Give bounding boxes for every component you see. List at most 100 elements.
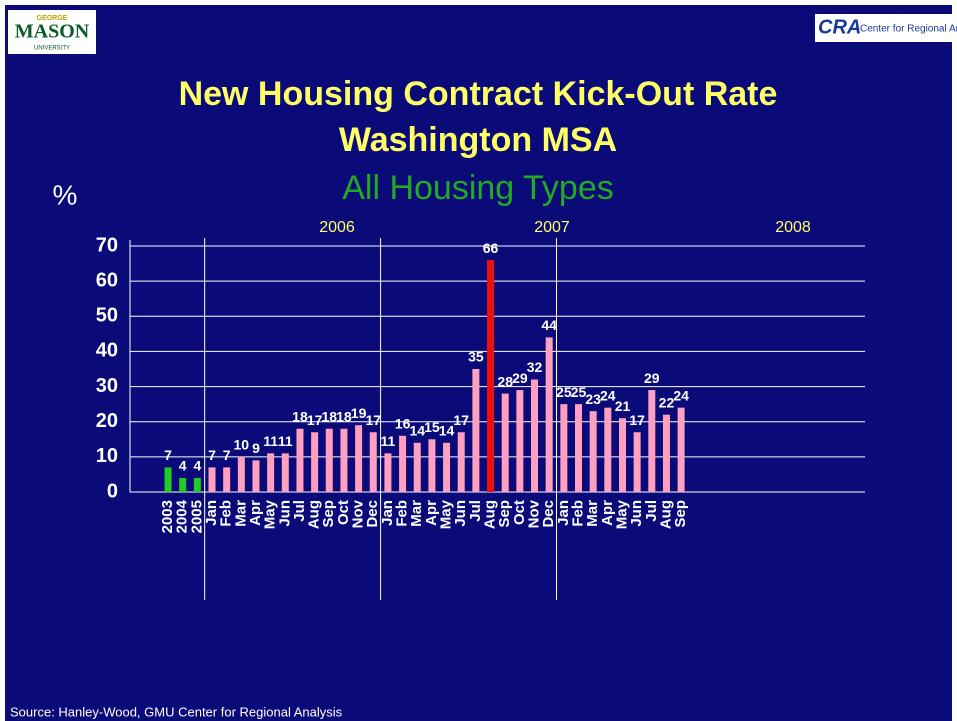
value-label: 18 xyxy=(321,408,337,424)
x-tick-label: Dec xyxy=(364,500,381,528)
bar xyxy=(399,435,407,492)
bar xyxy=(589,411,597,492)
value-label: 17 xyxy=(629,412,645,428)
bar xyxy=(267,453,275,492)
x-tick-label: Mar xyxy=(232,500,249,527)
x-tick-label: Jul xyxy=(467,500,484,522)
x-tick-label: Dec xyxy=(540,500,557,528)
bar xyxy=(340,428,348,492)
value-label: 35 xyxy=(468,349,484,365)
x-tick-label: Mar xyxy=(408,500,425,527)
bar xyxy=(545,337,553,492)
value-label: 17 xyxy=(307,412,323,428)
bar xyxy=(472,369,480,492)
bar xyxy=(369,432,377,492)
logo-text: CRA xyxy=(818,16,861,38)
y-tick-label: 10 xyxy=(96,445,118,467)
value-label: 24 xyxy=(673,387,689,403)
value-label: 7 xyxy=(208,447,216,463)
logo-right-box xyxy=(815,14,952,42)
logo-text: MASON xyxy=(15,21,90,43)
y-tick-label: 70 xyxy=(96,234,118,256)
x-tick-label: May xyxy=(438,499,455,529)
x-tick-label: Feb xyxy=(394,500,411,527)
value-label: 29 xyxy=(512,370,528,386)
y-tick-label: 40 xyxy=(96,340,118,362)
value-label: 16 xyxy=(395,415,411,431)
x-tick-label: Aug xyxy=(657,500,674,529)
value-label: 22 xyxy=(659,394,675,410)
chart-subtitle: All Housing Types xyxy=(342,169,614,207)
x-tick-label: Feb xyxy=(569,500,586,527)
bar xyxy=(531,379,539,492)
x-tick-label: Jun xyxy=(276,500,293,527)
value-label: 11 xyxy=(278,433,293,449)
value-label: 24 xyxy=(600,387,616,403)
group-label: 2008 xyxy=(775,219,811,236)
value-label: 21 xyxy=(615,398,631,414)
bar xyxy=(311,432,319,492)
x-tick-label: 2004 xyxy=(174,499,191,533)
x-tick-label: Jul xyxy=(643,500,660,522)
bar xyxy=(457,432,465,492)
x-tick-label: Mar xyxy=(584,500,601,527)
value-label: 28 xyxy=(497,373,513,389)
y-tick-label: 0 xyxy=(107,480,118,502)
source-note: Source: Hanley-Wood, GMU Center for Regi… xyxy=(10,704,343,719)
bar xyxy=(413,442,421,492)
x-tick-label: Nov xyxy=(525,499,542,528)
y-tick-label: 20 xyxy=(96,410,118,432)
bar xyxy=(604,407,612,492)
bar xyxy=(281,453,289,492)
bar xyxy=(428,439,436,492)
value-label: 4 xyxy=(193,458,201,474)
value-label: 25 xyxy=(571,384,587,400)
bar xyxy=(618,418,626,492)
y-tick-label: 50 xyxy=(96,305,118,327)
value-label: 9 xyxy=(252,440,260,456)
x-tick-label: Feb xyxy=(218,500,235,527)
value-label: 23 xyxy=(585,391,601,407)
x-tick-label: Sep xyxy=(672,500,689,528)
bar xyxy=(223,467,231,492)
bar xyxy=(677,407,685,492)
bar xyxy=(325,428,333,492)
bar xyxy=(252,460,260,492)
logo-text: GEORGE xyxy=(37,15,68,22)
bar xyxy=(208,467,216,492)
value-label: 17 xyxy=(453,412,469,428)
bar xyxy=(648,390,656,492)
x-tick-label: May xyxy=(613,499,630,529)
value-label: 14 xyxy=(439,423,455,439)
value-label: 66 xyxy=(483,240,499,256)
x-tick-label: May xyxy=(262,499,279,529)
y-tick-label: 60 xyxy=(96,269,118,291)
value-label: 11 xyxy=(263,433,278,449)
x-tick-label: 2003 xyxy=(159,500,176,533)
x-tick-label: Apr xyxy=(247,500,264,526)
background xyxy=(5,5,952,721)
bar xyxy=(384,453,392,492)
y-tick-label: 30 xyxy=(96,375,118,397)
bar xyxy=(179,477,187,492)
value-label: 14 xyxy=(409,423,425,439)
chart-title: New Housing Contract Kick-Out Rate xyxy=(179,75,778,113)
x-tick-label: Jan xyxy=(203,500,220,526)
logo-text: UNIVERSITY xyxy=(34,46,70,52)
group-label: 2006 xyxy=(319,219,355,236)
x-tick-label: Jan xyxy=(379,500,396,526)
x-tick-label: Sep xyxy=(496,500,513,528)
value-label: 10 xyxy=(234,437,250,453)
bar xyxy=(164,467,172,492)
bar xyxy=(193,477,201,492)
bar xyxy=(237,456,245,492)
value-label: 25 xyxy=(556,384,572,400)
value-label: 44 xyxy=(541,317,557,333)
value-label: 18 xyxy=(292,408,308,424)
x-tick-label: Apr xyxy=(599,500,616,526)
bar xyxy=(296,428,304,492)
chart-title: Washington MSA xyxy=(339,121,617,159)
x-tick-label: 2005 xyxy=(188,500,205,533)
x-tick-label: Oct xyxy=(511,500,528,525)
